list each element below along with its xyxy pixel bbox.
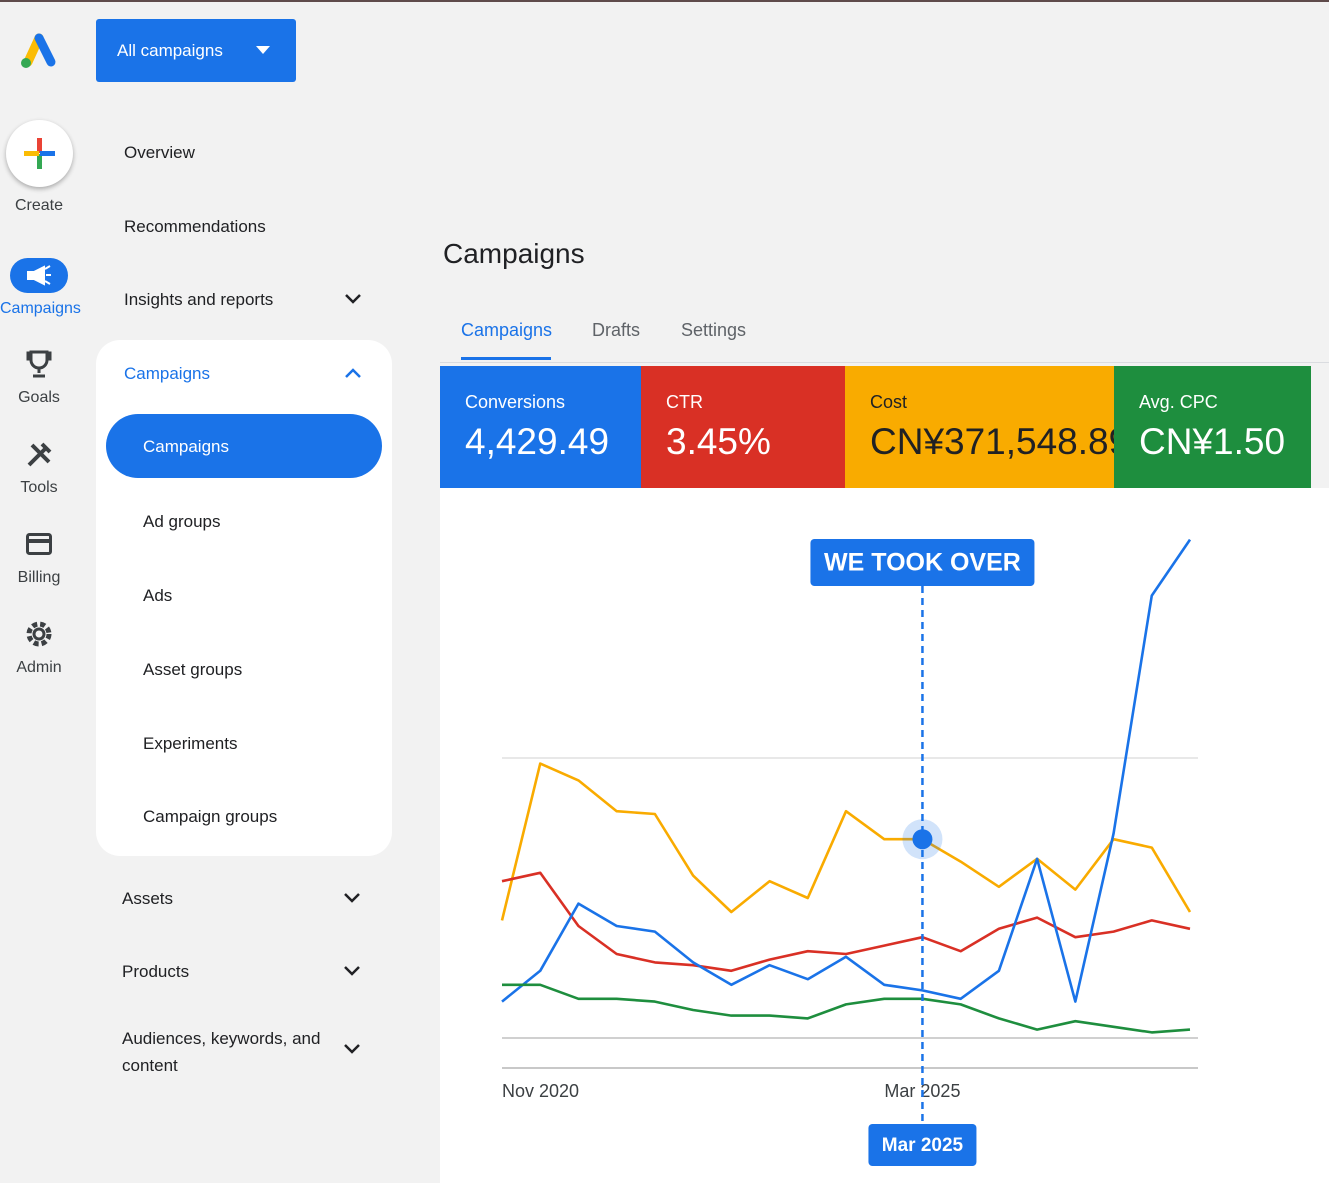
chevron-down [344, 966, 360, 976]
series-line [500, 762, 1192, 921]
nav-subitem[interactable]: Experiments [143, 734, 238, 753]
all-campaigns-button[interactable]: All campaigns [96, 19, 296, 82]
tab-underline [461, 357, 551, 360]
highlight-point [912, 829, 933, 850]
dropdown-icon [256, 46, 270, 54]
tab[interactable]: Drafts [592, 320, 641, 340]
x-tick-label: Nov 2020 [502, 1081, 579, 1101]
chevron-down [345, 294, 361, 304]
nav-subitem[interactable]: Ad groups [143, 512, 221, 531]
active-nav-pill[interactable] [106, 414, 382, 478]
metric-card[interactable]: Avg. CPC CN¥1.50 [1114, 366, 1311, 488]
annotation-text: WE TOOK OVER [824, 549, 1021, 577]
metric-value: CN¥1.50 [1139, 421, 1286, 462]
billing-icon [26, 533, 52, 555]
top-border [0, 0, 1329, 2]
goals-icon [26, 350, 52, 378]
tab[interactable]: Campaigns [461, 320, 553, 340]
metric-card[interactable]: Conversions 4,429.49 [440, 366, 641, 488]
chart-panel: Nov 2020 Mar 2025 WE TOOK OVER Mar 2025 [440, 488, 1329, 1183]
metric-card[interactable]: CTR 3.45% [641, 366, 845, 488]
rail-label: Billing [17, 569, 61, 586]
chevron-up [345, 368, 361, 378]
nav-item[interactable]: Overview [124, 143, 195, 162]
rail-label: Goals [18, 389, 60, 406]
rail-label: Campaigns [0, 300, 81, 317]
chevron-down [344, 893, 360, 903]
nav-item[interactable]: Insights and reports [124, 290, 274, 309]
chevron-down [344, 1044, 360, 1054]
annotation-box [810, 539, 1035, 586]
series-line [502, 983, 1191, 1034]
nav-item[interactable]: Assets [122, 889, 174, 908]
metric-value: 3.45% [666, 421, 771, 462]
metric-label: Avg. CPC [1139, 392, 1218, 412]
metric-label: Conversions [465, 392, 566, 412]
ads-logo [21, 33, 56, 68]
tab-divider [440, 362, 1329, 363]
rail-label: Admin [16, 659, 62, 676]
nav-item[interactable]: Products [122, 962, 190, 981]
metric-value: CN¥371,548.89 [870, 421, 1130, 462]
tools-icon [27, 442, 52, 467]
metric-value: 4,429.49 [465, 421, 610, 462]
nav-subitem[interactable]: Campaign groups [143, 807, 278, 826]
page-title: Campaigns [443, 238, 585, 269]
plus-icon [24, 138, 55, 169]
nav-subitem[interactable]: Ads [143, 586, 173, 605]
metric-card[interactable]: Cost CN¥371,548.89 [845, 366, 1129, 488]
nav-item[interactable]: Recommendations [124, 217, 266, 236]
hover-badge [868, 1124, 977, 1166]
megaphone-icon [27, 265, 51, 286]
nav-group-title[interactable]: Campaigns [124, 364, 210, 383]
nav-subitem[interactable]: Campaigns [143, 437, 229, 456]
campaigns-rail-pill[interactable] [10, 258, 68, 293]
rail-label: Tools [20, 479, 58, 496]
nav-item[interactable]: Audiences, keywords, and content [122, 1029, 321, 1075]
admin-icon [26, 621, 52, 647]
series-line [501, 871, 1191, 973]
rail-label: Create [14, 197, 64, 214]
metric-label: Cost [870, 392, 908, 412]
create-button[interactable] [6, 120, 73, 187]
nav-subitem[interactable]: Asset groups [143, 660, 243, 679]
button-label: All campaigns [117, 41, 223, 60]
tab[interactable]: Settings [681, 320, 747, 340]
metric-label: CTR [666, 392, 703, 412]
hover-label: Mar 2025 [882, 1135, 964, 1156]
series-line [501, 538, 1192, 1003]
